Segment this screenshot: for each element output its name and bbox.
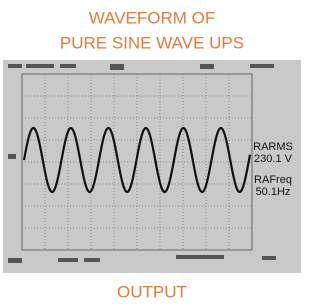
title-line-1: WAVEFORM OF <box>89 8 216 27</box>
scope-screen <box>3 60 301 273</box>
reading-label: RAFreq <box>254 174 292 186</box>
reading-value: 50.1Hz <box>256 186 291 198</box>
caption: OUTPUT <box>117 282 187 301</box>
reading-label: RARMS <box>253 141 293 153</box>
title-line-2: PURE SINE WAVE UPS <box>60 33 244 52</box>
page: WAVEFORM OF PURE SINE WAVE UPS RARMS 230… <box>0 0 305 308</box>
ups-waveform: WAVEFORM OF PURE SINE WAVE UPS RARMS 230… <box>0 0 305 308</box>
reading-value: 230.1 V <box>254 153 293 165</box>
